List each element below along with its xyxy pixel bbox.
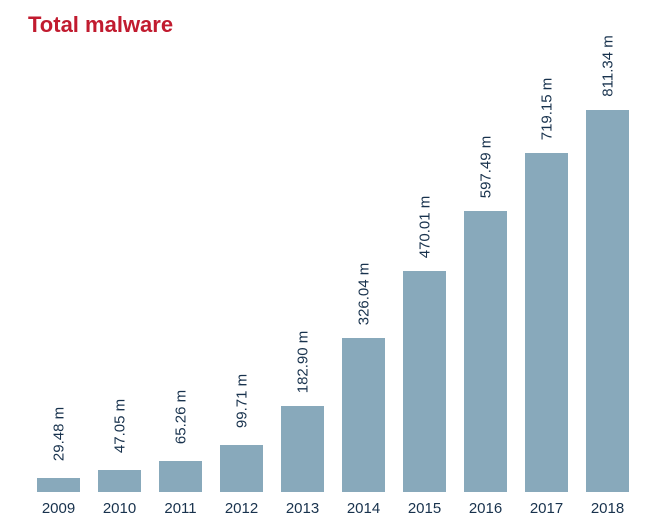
bar-value-label: 65.26 m (172, 390, 189, 444)
bar-value-label: 719.15 m (538, 78, 555, 141)
bar (281, 406, 325, 492)
x-axis-label: 2015 (394, 500, 455, 517)
bar (586, 110, 630, 492)
bar-value-label: 470.01 m (416, 195, 433, 258)
bar (525, 153, 569, 492)
bar-value-label: 597.49 m (477, 135, 494, 198)
x-axis-label: 2009 (28, 500, 89, 517)
plot-area: 29.48 m200947.05 m201065.26 m201199.71 m… (28, 68, 638, 492)
bar-value-label: 326.04 m (355, 263, 372, 326)
bar-value-label: 99.71 m (233, 374, 250, 428)
bar (159, 461, 203, 492)
bar (98, 470, 142, 492)
bar (342, 338, 386, 492)
bar (37, 478, 81, 492)
bar-value-label: 29.48 m (50, 407, 67, 461)
x-axis-label: 2012 (211, 500, 272, 517)
x-axis-label: 2018 (577, 500, 638, 517)
bar-value-label: 47.05 m (111, 399, 128, 453)
chart-title: Total malware (28, 12, 173, 38)
bar-value-label: 811.34 m (599, 35, 616, 96)
bar-value-label: 182.90 m (294, 331, 311, 394)
x-axis-label: 2014 (333, 500, 394, 517)
bar (464, 211, 508, 492)
x-axis-label: 2016 (455, 500, 516, 517)
x-axis-label: 2017 (516, 500, 577, 517)
x-axis-label: 2011 (150, 500, 211, 517)
bar (220, 445, 264, 492)
chart-container: Total malware 29.48 m200947.05 m201065.2… (0, 0, 661, 532)
x-axis-label: 2010 (89, 500, 150, 517)
bar (403, 271, 447, 492)
x-axis-label: 2013 (272, 500, 333, 517)
